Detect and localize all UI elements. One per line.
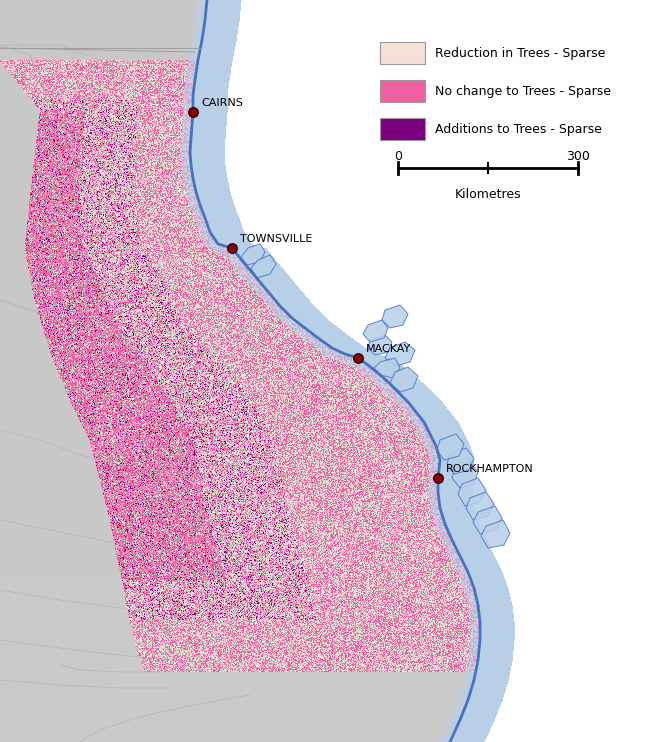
Polygon shape — [385, 342, 415, 366]
Bar — [380, 80, 425, 102]
Bar — [380, 118, 425, 140]
Text: Kilometres: Kilometres — [455, 188, 521, 201]
Polygon shape — [458, 478, 486, 506]
Polygon shape — [481, 520, 510, 548]
Polygon shape — [390, 367, 418, 392]
Bar — [370, 28, 655, 193]
Bar — [380, 42, 425, 64]
Polygon shape — [251, 255, 276, 278]
Polygon shape — [466, 492, 494, 520]
Polygon shape — [374, 358, 400, 378]
Polygon shape — [382, 305, 408, 328]
Text: No change to Trees - Sparse: No change to Trees - Sparse — [435, 85, 611, 97]
Polygon shape — [363, 320, 388, 342]
Polygon shape — [473, 506, 502, 534]
Bar — [380, 155, 650, 230]
Text: 0: 0 — [394, 150, 402, 163]
Text: Reduction in Trees - Sparse: Reduction in Trees - Sparse — [435, 47, 605, 59]
Text: Additions to Trees - Sparse: Additions to Trees - Sparse — [435, 122, 602, 136]
Polygon shape — [447, 448, 474, 474]
Text: TOWNSVILLE: TOWNSVILLE — [240, 234, 312, 244]
Text: MACKAY: MACKAY — [366, 344, 411, 354]
Polygon shape — [241, 244, 265, 265]
Text: ROCKHAMPTON: ROCKHAMPTON — [446, 464, 534, 474]
Polygon shape — [452, 462, 478, 488]
Polygon shape — [437, 434, 464, 460]
Polygon shape — [368, 335, 392, 355]
Text: CAIRNS: CAIRNS — [201, 98, 243, 108]
Text: 300: 300 — [566, 150, 590, 163]
